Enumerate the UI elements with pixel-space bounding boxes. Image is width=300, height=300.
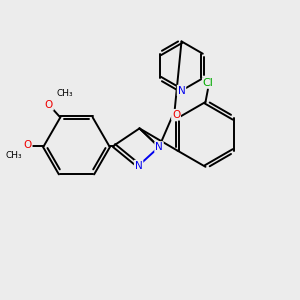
Text: Cl: Cl [202, 78, 213, 88]
Text: N: N [135, 160, 142, 171]
Text: CH₃: CH₃ [6, 152, 22, 160]
Text: N: N [178, 85, 185, 96]
Text: O: O [45, 100, 53, 110]
Text: CH₃: CH₃ [56, 89, 73, 98]
Text: O: O [172, 110, 180, 120]
Text: O: O [23, 140, 32, 151]
Text: N: N [155, 142, 163, 152]
